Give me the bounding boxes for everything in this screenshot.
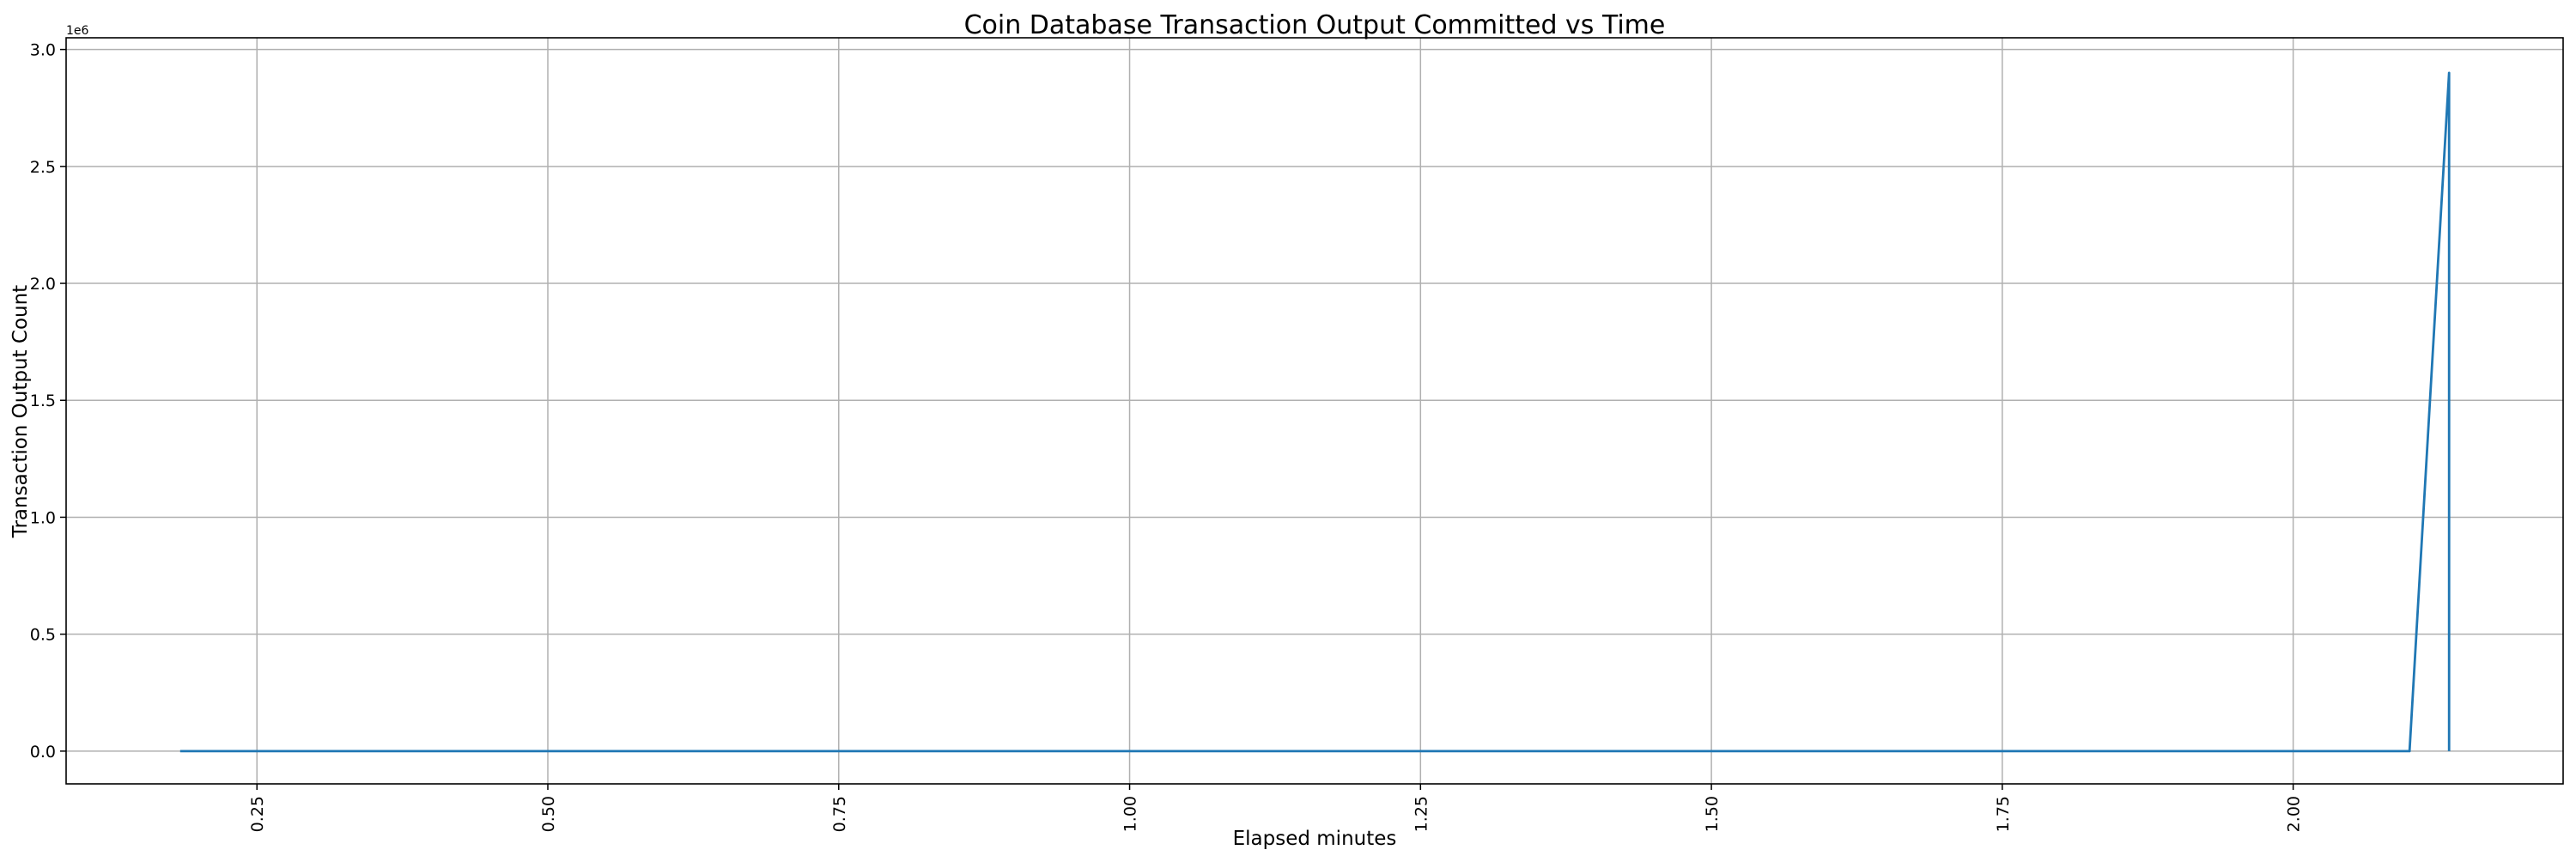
y-offset-label: 1e6: [66, 24, 89, 38]
x-axis-label: Elapsed minutes: [1233, 828, 1397, 850]
x-tick-label: 0.75: [830, 796, 849, 832]
plot-frame: [65, 37, 2564, 785]
y-tick-label: 2.5: [30, 158, 56, 177]
x-tick-label: 0.50: [539, 796, 558, 832]
y-tick-label: 1.0: [30, 508, 56, 527]
series: [179, 71, 2451, 753]
x-tick-label: 2.00: [2285, 796, 2304, 832]
ticks: 0.25 0.50 0.75 1.00 1.25 1.50 1.75 2.00 0.0 0.5 1.…: [30, 41, 2304, 833]
x-tick-label: 1.25: [1412, 796, 1431, 832]
chart-title: Coin Database Transaction Output Committ…: [964, 10, 1666, 40]
series-line: [179, 71, 2451, 753]
y-tick-label: 0.5: [30, 626, 56, 645]
x-tick-label: 0.25: [248, 796, 267, 832]
x-tick-label: 1.50: [1703, 796, 1722, 832]
x-tick-label: 1.00: [1121, 796, 1140, 832]
x-tick-label: 1.75: [1994, 796, 2013, 832]
y-tick-label: 0.0: [30, 743, 56, 762]
y-axis-label: Transaction Output Count: [9, 285, 32, 538]
y-tick-label: 1.5: [30, 392, 56, 410]
y-tick-label: 3.0: [30, 41, 56, 60]
grid: [66, 38, 2563, 784]
y-tick-label: 2.0: [30, 275, 56, 294]
